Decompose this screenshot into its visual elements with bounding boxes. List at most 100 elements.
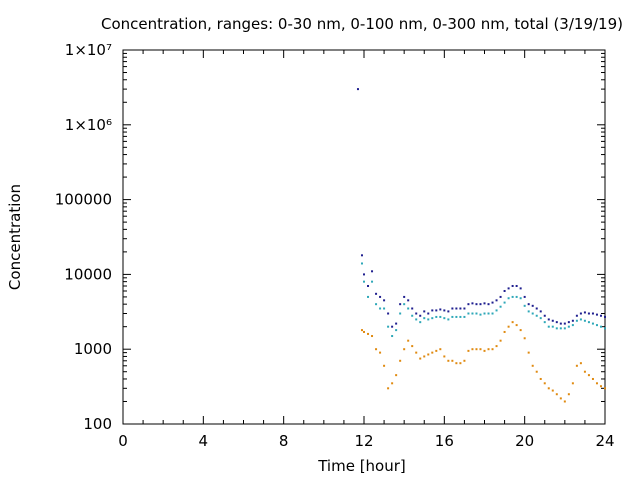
data-point xyxy=(435,349,438,352)
data-point xyxy=(507,297,510,300)
data-point xyxy=(527,351,530,354)
data-point xyxy=(519,297,522,300)
data-point xyxy=(491,348,494,351)
data-point xyxy=(435,309,438,312)
data-point xyxy=(599,385,602,388)
data-point xyxy=(427,353,430,356)
data-point xyxy=(371,270,374,273)
data-point xyxy=(427,318,430,321)
data-point xyxy=(387,325,390,328)
data-point xyxy=(411,314,414,317)
series-1 xyxy=(360,262,606,338)
data-point xyxy=(587,374,590,377)
data-point xyxy=(483,312,486,315)
data-point xyxy=(487,312,490,315)
data-point xyxy=(419,314,422,317)
x-tick-label: 16 xyxy=(435,432,454,450)
data-point xyxy=(527,303,530,306)
data-point xyxy=(371,280,374,283)
data-point xyxy=(523,304,526,307)
data-point xyxy=(375,348,378,351)
data-point xyxy=(495,309,498,312)
data-point xyxy=(515,324,518,327)
data-point xyxy=(443,309,446,312)
data-point xyxy=(547,318,550,321)
data-point xyxy=(487,348,490,351)
data-point xyxy=(575,364,578,367)
data-point xyxy=(511,321,514,324)
data-point xyxy=(559,322,562,325)
data-point xyxy=(407,339,410,342)
data-point xyxy=(543,314,546,317)
data-point xyxy=(539,317,542,320)
data-point xyxy=(419,357,422,360)
data-point xyxy=(467,349,470,352)
axis-ticks xyxy=(122,49,606,425)
data-point xyxy=(595,382,598,385)
data-point xyxy=(467,312,470,315)
data-point xyxy=(447,318,450,321)
data-point xyxy=(367,295,370,298)
data-point xyxy=(459,362,462,365)
data-point xyxy=(503,289,506,292)
data-point xyxy=(559,327,562,330)
data-point xyxy=(519,287,522,290)
data-point xyxy=(515,284,518,287)
data-point xyxy=(463,315,466,318)
data-point xyxy=(475,348,478,351)
data-point xyxy=(567,325,570,328)
x-tick-label: 12 xyxy=(354,432,373,450)
data-point xyxy=(587,321,590,324)
data-point xyxy=(483,349,486,352)
data-point xyxy=(356,88,359,91)
data-point xyxy=(531,364,534,367)
data-point xyxy=(459,315,462,318)
data-point xyxy=(595,324,598,327)
y-tick-label: 1×10⁷ xyxy=(65,41,112,59)
data-point xyxy=(399,359,402,362)
data-point xyxy=(583,370,586,373)
data-point xyxy=(360,329,363,332)
data-point xyxy=(443,317,446,320)
data-point xyxy=(523,295,526,298)
data-point xyxy=(503,330,506,333)
data-point xyxy=(391,325,394,328)
data-points xyxy=(356,88,606,403)
data-point xyxy=(391,382,394,385)
data-point xyxy=(423,355,426,358)
data-point xyxy=(415,318,418,321)
data-point xyxy=(523,337,526,340)
data-point xyxy=(411,345,414,348)
data-point xyxy=(415,351,418,354)
data-point xyxy=(451,359,454,362)
x-tick-label: 8 xyxy=(279,432,289,450)
data-point xyxy=(483,302,486,305)
data-point xyxy=(439,315,442,318)
data-point xyxy=(559,397,562,400)
data-point xyxy=(515,295,518,298)
data-point xyxy=(439,308,442,311)
data-point xyxy=(555,321,558,324)
data-point xyxy=(527,310,530,313)
data-point xyxy=(447,310,450,313)
data-point xyxy=(419,321,422,324)
data-point xyxy=(604,387,606,390)
data-point xyxy=(399,312,402,315)
data-point xyxy=(531,312,534,315)
data-point xyxy=(591,312,594,315)
data-point xyxy=(387,387,390,390)
data-point xyxy=(563,322,566,325)
x-tick-label: 4 xyxy=(199,432,209,450)
data-point xyxy=(563,400,566,403)
data-point xyxy=(459,307,462,310)
data-point xyxy=(599,314,602,317)
data-point xyxy=(604,315,606,318)
data-point xyxy=(495,299,498,302)
data-point xyxy=(547,387,550,390)
data-point xyxy=(403,348,406,351)
data-point xyxy=(451,315,454,318)
x-tick-label: 0 xyxy=(118,432,128,450)
y-tick-label: 100000 xyxy=(55,191,112,209)
data-point xyxy=(571,319,574,322)
y-tick-label: 100 xyxy=(83,415,112,433)
